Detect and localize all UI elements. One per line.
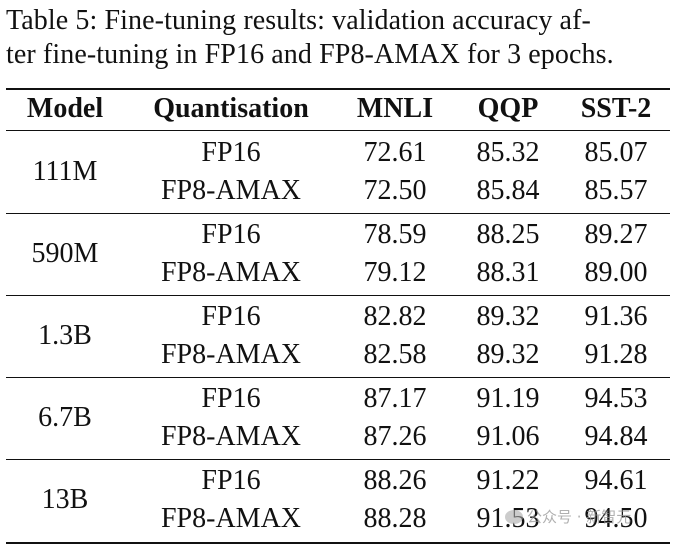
cell-quantisation: FP8-AMAX: [160, 257, 302, 288]
cell-qqp: 91.19: [476, 383, 540, 414]
cell-sst2: 94.61: [584, 465, 648, 496]
cell-qqp: 88.25: [476, 219, 540, 250]
cell-sst2: 91.36: [584, 301, 648, 332]
cell-sst2: 89.27: [584, 219, 648, 250]
cell-model: 111M: [32, 156, 98, 187]
cell-sst2: 94.84: [584, 421, 648, 452]
top-rule: [6, 88, 670, 90]
cell-model: 1.3B: [38, 320, 92, 351]
group-rule: [6, 459, 670, 460]
cell-model: 6.7B: [38, 402, 92, 433]
cell-mnli: 78.59: [363, 219, 427, 250]
cell-mnli: 72.61: [363, 137, 427, 168]
cell-sst2: 94.50: [584, 503, 648, 534]
header-model: Model: [26, 93, 104, 124]
cell-sst2: 91.28: [584, 339, 648, 370]
cell-qqp: 89.32: [476, 339, 540, 370]
cell-sst2: 85.07: [584, 137, 648, 168]
cell-quantisation: FP8-AMAX: [160, 339, 302, 370]
cell-qqp: 91.06: [476, 421, 540, 452]
cell-sst2: 85.57: [584, 175, 648, 206]
cell-quantisation: FP8-AMAX: [160, 175, 302, 206]
wechat-icon: [505, 510, 523, 524]
group-rule: [6, 213, 670, 214]
cell-sst2: 89.00: [584, 257, 648, 288]
cell-qqp: 85.84: [476, 175, 540, 206]
header-rule: [6, 130, 670, 131]
cell-mnli: 82.82: [363, 301, 427, 332]
cell-mnli: 72.50: [363, 175, 427, 206]
header-mnli: MNLI: [356, 93, 434, 124]
cell-quantisation: FP16: [201, 301, 261, 332]
header-qqp: QQP: [477, 93, 539, 124]
cell-quantisation: FP8-AMAX: [160, 421, 302, 452]
header-sst2: SST-2: [580, 93, 652, 124]
table-caption: Table 5: Fine-tuning results: validation…: [6, 4, 674, 72]
group-rule: [6, 377, 670, 378]
cell-qqp: 89.32: [476, 301, 540, 332]
cell-quantisation: FP16: [201, 465, 261, 496]
cell-mnli: 88.26: [363, 465, 427, 496]
cell-quantisation: FP8-AMAX: [160, 503, 302, 534]
watermark: 公众号 · 新智元: [505, 506, 631, 527]
caption-line-1: Table 5: Fine-tuning results: validation…: [6, 5, 591, 36]
watermark-text: 公众号 · 新智元: [527, 508, 632, 526]
cell-mnli: 87.26: [363, 421, 427, 452]
cell-mnli: 88.28: [363, 503, 427, 534]
cell-quantisation: FP16: [201, 383, 261, 414]
group-rule: [6, 295, 670, 296]
cell-mnli: 79.12: [363, 257, 427, 288]
cell-qqp: 85.32: [476, 137, 540, 168]
cell-mnli: 82.58: [363, 339, 427, 370]
cell-qqp: 88.31: [476, 257, 540, 288]
cell-model: 590M: [31, 238, 99, 269]
cell-mnli: 87.17: [363, 383, 427, 414]
cell-model: 13B: [41, 484, 89, 515]
cell-sst2: 94.53: [584, 383, 648, 414]
cell-quantisation: FP16: [201, 137, 261, 168]
caption-line-2: ter fine-tuning in FP16 and FP8-AMAX for…: [6, 39, 614, 70]
bottom-rule: [6, 542, 670, 544]
header-quantisation: Quantisation: [153, 93, 309, 124]
cell-quantisation: FP16: [201, 219, 261, 250]
cell-qqp: 91.22: [476, 465, 540, 496]
